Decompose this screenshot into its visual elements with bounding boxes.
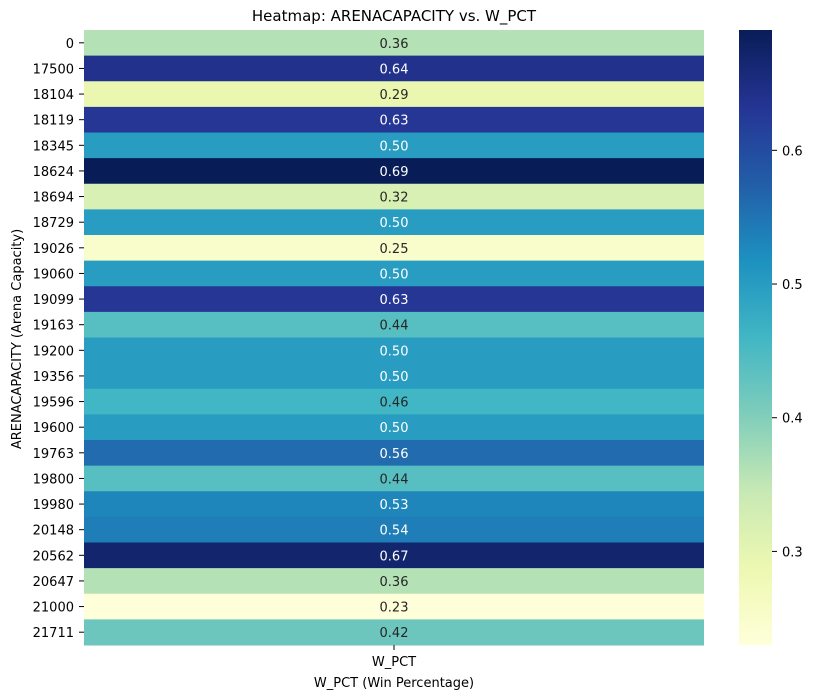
heatmap-cell xyxy=(84,158,704,185)
heatmap-cell xyxy=(84,619,704,646)
y-tick-label: 18345 xyxy=(33,139,74,154)
heatmap-cell xyxy=(84,311,704,338)
cell-value-label: 0.23 xyxy=(380,601,409,616)
heatmap-cell xyxy=(84,337,704,364)
y-tick-label: 18119 xyxy=(33,114,74,129)
y-tick-label: 19026 xyxy=(33,242,74,257)
cell-value-label: 0.63 xyxy=(380,114,409,129)
cell-value-label: 0.50 xyxy=(380,370,409,385)
cell-value-label: 0.36 xyxy=(380,37,409,52)
heatmap-cell xyxy=(84,209,704,236)
heatmap-cell xyxy=(84,440,704,467)
colorbar-tick-label: 0.4 xyxy=(782,412,803,427)
heatmap-cell xyxy=(84,516,704,543)
x-tick-label: W_PCT xyxy=(372,655,416,670)
y-tick-label: 0 xyxy=(66,37,74,52)
colorbar-ticks: 0.3 0.4 0.5 0.6 xyxy=(772,144,803,560)
cell-value-label: 0.29 xyxy=(380,88,409,103)
colorbar-tick-label: 0.5 xyxy=(782,278,803,293)
y-tick-label: 19800 xyxy=(33,472,74,487)
x-axis-label: W_PCT (Win Percentage) xyxy=(314,676,474,691)
cell-value-label: 0.63 xyxy=(380,293,409,308)
colorbar-tick-label: 0.6 xyxy=(782,144,803,159)
heatmap-cell xyxy=(84,568,704,595)
heatmap-cell xyxy=(84,260,704,287)
cell-value-label: 0.50 xyxy=(380,344,409,359)
heatmap-cell xyxy=(84,132,704,159)
cell-value-label: 0.56 xyxy=(380,447,409,462)
heatmap-cell xyxy=(84,106,704,133)
y-tick-label: 20562 xyxy=(33,549,74,564)
x-axis-ticks: W_PCT xyxy=(372,645,416,670)
y-tick-label: 19600 xyxy=(33,421,74,436)
y-tick-label: 18694 xyxy=(33,191,74,206)
cell-value-label: 0.53 xyxy=(380,498,409,513)
cell-value-label: 0.44 xyxy=(380,472,409,487)
y-tick-label: 20647 xyxy=(33,575,74,590)
y-tick-label: 19099 xyxy=(33,293,74,308)
heatmap-cell xyxy=(84,81,704,108)
heatmap-cell xyxy=(84,235,704,262)
cell-value-label: 0.50 xyxy=(380,421,409,436)
colorbar-tick-label: 0.3 xyxy=(782,545,803,560)
y-tick-label: 18624 xyxy=(33,165,74,180)
cell-value-label: 0.42 xyxy=(380,626,409,641)
y-tick-label: 20148 xyxy=(33,524,74,539)
cell-value-label: 0.25 xyxy=(380,242,409,257)
cell-value-label: 0.64 xyxy=(380,62,409,77)
heatmap-cell xyxy=(84,286,704,313)
y-tick-label: 21711 xyxy=(33,626,74,641)
cell-value-label: 0.54 xyxy=(380,524,409,539)
y-axis-label: ARENACAPACITY (Arena Capacity) xyxy=(10,229,25,449)
y-tick-label: 21000 xyxy=(33,601,74,616)
colorbar xyxy=(739,30,772,645)
y-axis-ticks: 0 17500 18104 18119 18345 18624 18694 18729 1902… xyxy=(33,37,84,641)
heatmap-cells: 0.36 0.64 0.29 0.63 0.50 0.69 0.32 0.50 0.25 0.50… xyxy=(84,30,704,646)
cell-value-label: 0.69 xyxy=(380,165,409,180)
cell-value-label: 0.50 xyxy=(380,139,409,154)
heatmap-cell xyxy=(84,363,704,390)
y-tick-label: 18104 xyxy=(33,88,74,103)
heatmap-cell xyxy=(84,414,704,441)
heatmap-cell xyxy=(84,55,704,82)
cell-value-label: 0.44 xyxy=(380,319,409,334)
cell-value-label: 0.50 xyxy=(380,267,409,282)
y-tick-label: 19980 xyxy=(33,498,74,513)
heatmap-cell xyxy=(84,465,704,492)
cell-value-label: 0.36 xyxy=(380,575,409,590)
cell-value-label: 0.67 xyxy=(380,549,409,564)
heatmap-cell xyxy=(84,542,704,569)
heatmap-cell xyxy=(84,593,704,620)
y-tick-label: 19200 xyxy=(33,344,74,359)
y-tick-label: 19060 xyxy=(33,267,74,282)
heatmap-cell xyxy=(84,388,704,415)
heatmap-cell xyxy=(84,30,704,57)
y-tick-label: 19763 xyxy=(33,447,74,462)
heatmap-cell xyxy=(84,183,704,210)
heatmap-cell xyxy=(84,491,704,518)
y-tick-label: 19596 xyxy=(33,396,74,411)
cell-value-label: 0.46 xyxy=(380,396,409,411)
y-tick-label: 19356 xyxy=(33,370,74,385)
cell-value-label: 0.50 xyxy=(380,216,409,231)
chart-title: Heatmap: ARENACAPACITY vs. W_PCT xyxy=(252,7,537,26)
y-tick-label: 18729 xyxy=(33,216,74,231)
y-tick-label: 17500 xyxy=(33,62,74,77)
y-tick-label: 19163 xyxy=(33,319,74,334)
cell-value-label: 0.32 xyxy=(380,191,409,206)
